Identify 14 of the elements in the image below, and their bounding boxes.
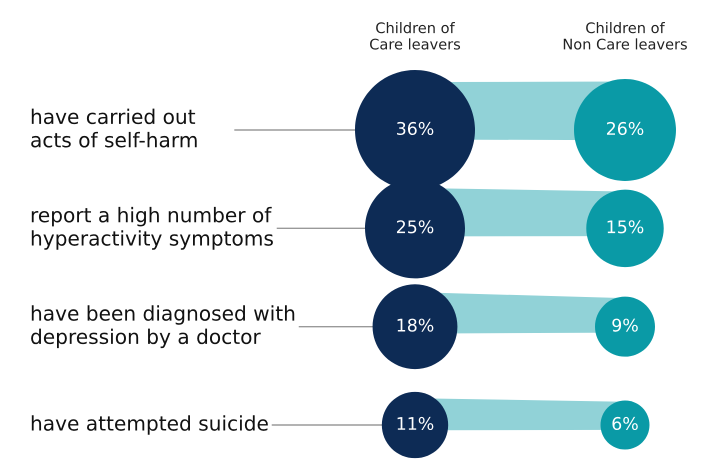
text: Children of Non Care leavers (564, 22, 687, 50)
text: Children of Care leavers (370, 22, 460, 50)
category-label: have been diagnosed with depression by a doctor (31, 305, 294, 348)
data-label: 18% (398, 318, 434, 332)
data-label: 26% (606, 122, 644, 136)
data-label: 6% (612, 416, 638, 430)
category-label: have carried out acts of self-harm (31, 108, 197, 148)
category-label: report a high number of hyperactivity symptoms (32, 206, 273, 250)
category-label: have attempted suicide (32, 415, 268, 435)
data-label: 36% (397, 122, 434, 136)
data-label: 9% (612, 318, 638, 332)
data-label: 25% (396, 220, 434, 234)
data-label: 11% (398, 416, 434, 430)
data-label: 15% (608, 220, 644, 234)
